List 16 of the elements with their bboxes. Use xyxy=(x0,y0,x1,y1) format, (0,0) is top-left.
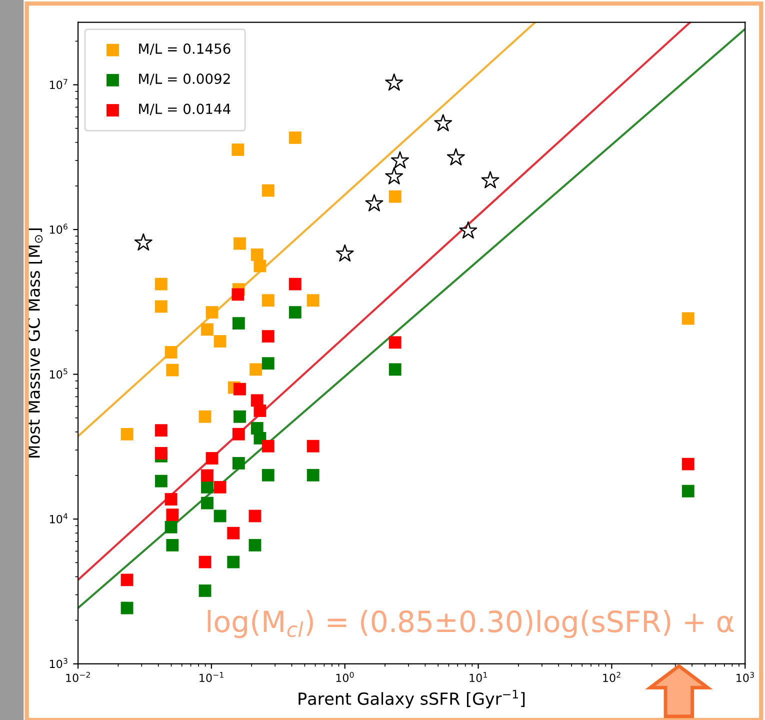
legend-label: M/L = 0.0144 xyxy=(139,104,230,116)
x-tick-label: 10$^{−1}$ xyxy=(200,672,224,682)
y-tick-label: 10$^{7}$ xyxy=(50,78,68,90)
legend-label: M/L = 0.1456 xyxy=(139,43,230,55)
x-tick-label: 10$^{1}$ xyxy=(470,672,487,682)
y-tick-label: 10$^{3}$ xyxy=(50,658,68,668)
legend-label: M/L = 0.0092 xyxy=(139,74,230,86)
annotation: log(M$_{cl}$) = (0.85±0.30)log(sSFR) + α xyxy=(208,610,734,638)
y-tick-label: 10$^{5}$ xyxy=(50,368,68,379)
y-tick-label: 10$^{4}$ xyxy=(50,513,68,524)
y-tick-label: 10$^{6}$ xyxy=(50,224,68,234)
x-axis-title: Parent Galaxy sSFR [Gyr$^{−1}$] xyxy=(298,690,525,708)
x-tick-label: 10$^{−2}$ xyxy=(66,672,90,682)
x-tick-label: 10$^{2}$ xyxy=(603,672,620,682)
x-tick-label: 10$^{0}$ xyxy=(336,672,354,682)
x-tick-label: 10$^{3}$ xyxy=(736,672,754,682)
